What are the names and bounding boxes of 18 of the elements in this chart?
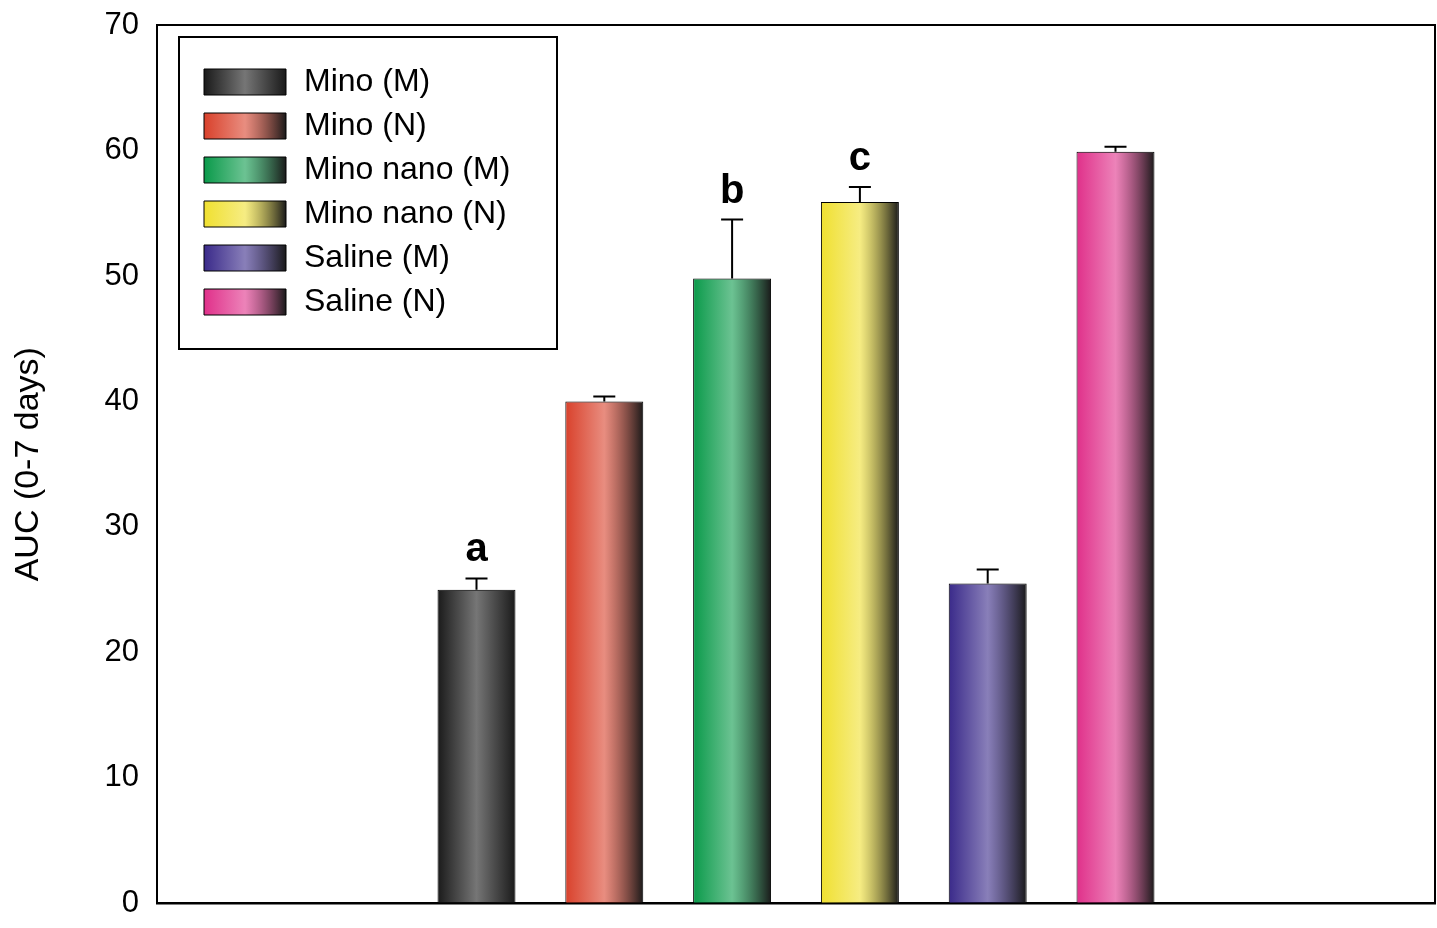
data-label: a [465, 525, 489, 570]
y-tick-label: 50 [104, 256, 139, 292]
data-label: c [848, 133, 872, 178]
legend-label: Mino (N) [304, 105, 427, 142]
legend-label: Mino nano (N) [304, 193, 507, 230]
y-tick-label: 20 [104, 632, 139, 668]
y-tick-label: 40 [104, 382, 139, 417]
data-label: b [719, 166, 745, 211]
y-tick-label: 70 [104, 5, 139, 41]
y-tick-label: 0 [121, 883, 139, 919]
y-axis-title: AUC (0-7 days) [6, 347, 45, 582]
y-tick-label: 30 [104, 507, 139, 543]
legend-label: Mino (M) [304, 61, 431, 98]
legend-label: Saline (M) [304, 237, 450, 274]
y-tick-label: 60 [104, 131, 139, 167]
y-tick-label: 10 [104, 758, 139, 794]
legend-label: Saline (N) [304, 281, 447, 318]
legend-label: Mino nano (M) [304, 149, 511, 186]
